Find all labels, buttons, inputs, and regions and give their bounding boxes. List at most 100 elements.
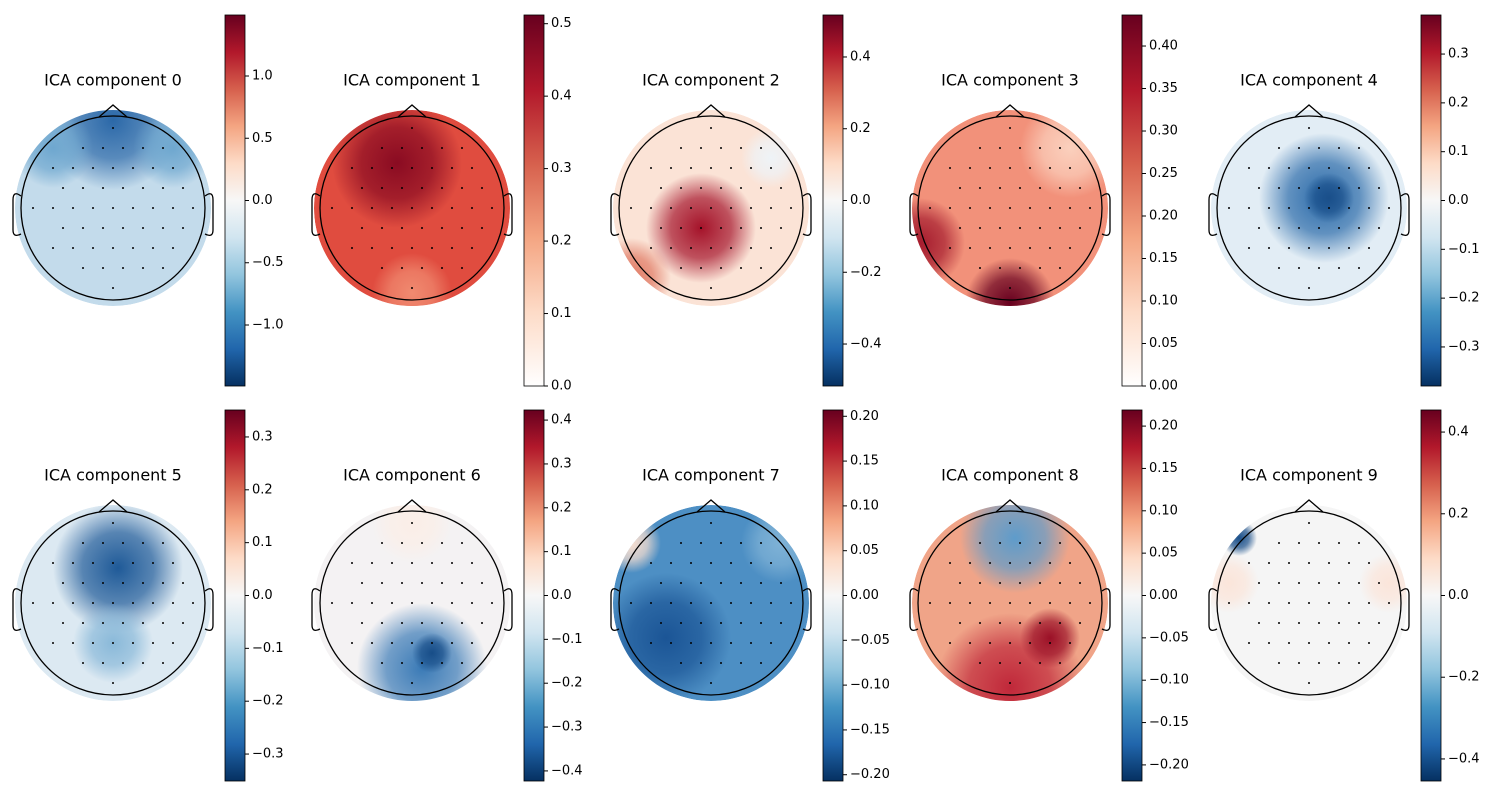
map-blob — [1221, 520, 1257, 556]
sensor — [1029, 602, 1031, 604]
sensor — [451, 167, 453, 169]
sensor — [112, 167, 114, 169]
sensor — [182, 187, 184, 189]
sensor — [1388, 207, 1390, 209]
sensor — [401, 187, 403, 189]
sensor — [989, 602, 991, 604]
sensor — [162, 147, 164, 149]
tick-label: 0.10 — [1149, 294, 1178, 309]
sensor — [1049, 247, 1051, 249]
head-outline — [1216, 115, 1402, 301]
sensor — [182, 622, 184, 624]
head-outline — [917, 510, 1103, 696]
sensor — [371, 207, 373, 209]
sensor — [1019, 147, 1021, 149]
sensor — [381, 542, 383, 544]
sensor — [371, 167, 373, 169]
tick-label: 0.5 — [252, 131, 273, 146]
sensor — [82, 147, 84, 149]
sensor — [1308, 642, 1310, 644]
sensor — [989, 247, 991, 249]
sensor — [1069, 247, 1071, 249]
sensor — [1348, 247, 1350, 249]
sensor — [1009, 562, 1011, 564]
sensor — [1039, 662, 1041, 664]
sensor — [1039, 187, 1041, 189]
tick-label: 0.3 — [1448, 47, 1469, 62]
sensor — [1059, 147, 1061, 149]
sensor — [710, 642, 712, 644]
sensor — [999, 147, 1001, 149]
colorbar — [224, 409, 246, 782]
tick-label: 0.05 — [1149, 336, 1178, 351]
sensor — [720, 227, 722, 229]
sensor — [760, 267, 762, 269]
sensor — [1049, 562, 1051, 564]
tick-label: −0.2 — [1448, 291, 1480, 306]
tick-label: −0.3 — [551, 720, 583, 735]
tick-label: −0.10 — [850, 678, 890, 693]
sensor — [381, 147, 383, 149]
sensor — [1278, 582, 1280, 584]
tick-label: 0.0 — [252, 588, 273, 603]
tick-label: 0.2 — [850, 121, 871, 136]
head-outline — [319, 115, 505, 301]
sensor — [790, 602, 792, 604]
sensor — [1308, 562, 1310, 564]
sensor — [650, 602, 652, 604]
sensor — [710, 247, 712, 249]
sensor — [1298, 187, 1300, 189]
sensor — [740, 622, 742, 624]
sensor — [710, 682, 712, 684]
sensor — [720, 582, 722, 584]
tick-label: 0.2 — [551, 234, 572, 249]
sensor — [142, 542, 144, 544]
sensor — [959, 187, 961, 189]
sensor — [92, 247, 94, 249]
sensor — [441, 622, 443, 624]
sensor — [62, 227, 64, 229]
sensor — [1368, 602, 1370, 604]
tick-label: −0.2 — [1448, 670, 1480, 685]
sensor — [1328, 602, 1330, 604]
sensor — [361, 622, 363, 624]
ear — [1208, 193, 1218, 236]
sensor — [670, 562, 672, 564]
sensor — [461, 662, 463, 664]
sensor — [999, 582, 1001, 584]
sensor — [1308, 207, 1310, 209]
sensor — [132, 207, 134, 209]
sensor — [102, 622, 104, 624]
sensor — [1288, 562, 1290, 564]
scalp-map — [1211, 505, 1407, 701]
panel-title: ICA component 1 — [343, 71, 481, 90]
head-outline — [618, 115, 804, 301]
tick-label: 0.0 — [551, 588, 572, 603]
sensor — [481, 187, 483, 189]
sensor — [949, 207, 951, 209]
sensor — [471, 602, 473, 604]
sensor — [949, 642, 951, 644]
sensor — [1019, 542, 1021, 544]
sensor — [710, 287, 712, 289]
sensor — [1298, 582, 1300, 584]
ear — [503, 193, 513, 236]
sensor — [1308, 127, 1310, 129]
sensor — [421, 267, 423, 269]
tick-label: −0.4 — [551, 763, 583, 778]
tick-label: 0.4 — [551, 89, 572, 104]
sensor — [1378, 622, 1380, 624]
tick-label: 0.3 — [252, 429, 273, 444]
map-blob — [741, 128, 801, 188]
ear — [311, 193, 321, 236]
ear — [802, 588, 812, 631]
sensor — [391, 642, 393, 644]
sensor — [122, 147, 124, 149]
sensor — [650, 642, 652, 644]
sensor — [142, 622, 144, 624]
tick-label: −0.3 — [1448, 339, 1480, 354]
map-blob — [412, 633, 452, 673]
sensor — [361, 187, 363, 189]
sensor — [441, 147, 443, 149]
sensor — [391, 247, 393, 249]
